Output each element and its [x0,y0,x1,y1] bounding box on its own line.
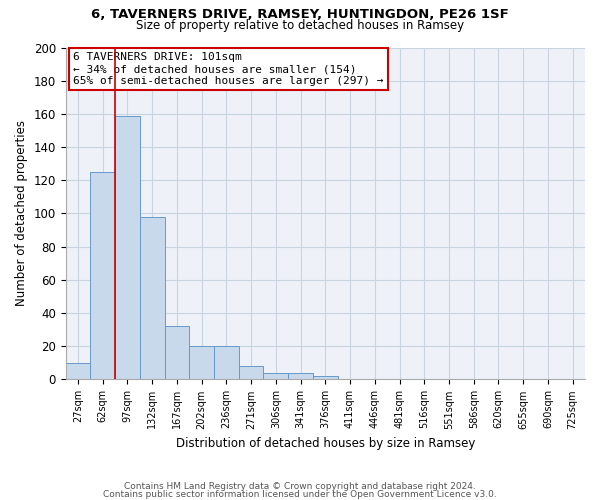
Text: Size of property relative to detached houses in Ramsey: Size of property relative to detached ho… [136,19,464,32]
Bar [164,326,190,380]
Y-axis label: Number of detached properties: Number of detached properties [15,120,28,306]
Text: Contains public sector information licensed under the Open Government Licence v3: Contains public sector information licen… [103,490,497,499]
Text: 6 TAVERNERS DRIVE: 101sqm
← 34% of detached houses are smaller (154)
65% of semi: 6 TAVERNERS DRIVE: 101sqm ← 34% of detac… [73,52,384,86]
Bar [65,363,91,380]
Bar [214,346,239,380]
Text: 6, TAVERNERS DRIVE, RAMSEY, HUNTINGDON, PE26 1SF: 6, TAVERNERS DRIVE, RAMSEY, HUNTINGDON, … [91,8,509,20]
Bar [288,373,313,380]
Bar [313,376,338,380]
Text: Contains HM Land Registry data © Crown copyright and database right 2024.: Contains HM Land Registry data © Crown c… [124,482,476,491]
Bar [140,217,164,380]
Bar [91,172,115,380]
Bar [115,116,140,380]
Bar [239,366,263,380]
Bar [263,373,288,380]
Bar [190,346,214,380]
X-axis label: Distribution of detached houses by size in Ramsey: Distribution of detached houses by size … [176,437,475,450]
